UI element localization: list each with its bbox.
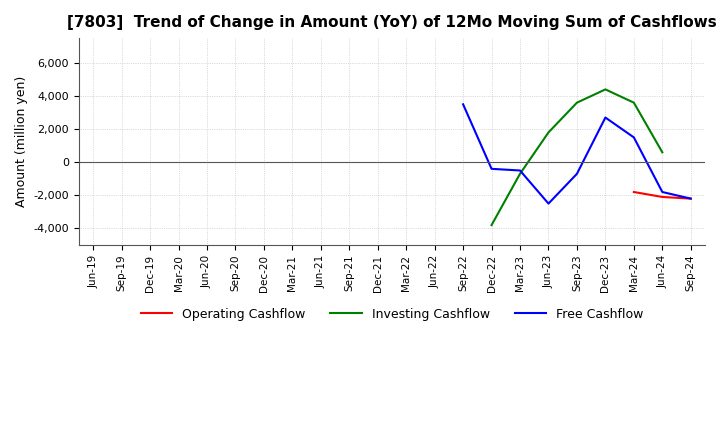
Operating Cashflow xyxy=(686,196,695,201)
Free Cashflow xyxy=(487,166,496,172)
Investing Cashflow xyxy=(658,150,667,155)
Operating Cashflow xyxy=(629,189,638,194)
Legend: Operating Cashflow, Investing Cashflow, Free Cashflow: Operating Cashflow, Investing Cashflow, … xyxy=(135,303,648,326)
Line: Operating Cashflow: Operating Cashflow xyxy=(435,46,690,238)
Investing Cashflow xyxy=(629,100,638,105)
Free Cashflow xyxy=(544,201,553,206)
Investing Cashflow xyxy=(487,223,496,228)
Title: [7803]  Trend of Change in Amount (YoY) of 12Mo Moving Sum of Cashflows: [7803] Trend of Change in Amount (YoY) o… xyxy=(67,15,717,30)
Free Cashflow xyxy=(601,115,610,120)
Free Cashflow xyxy=(459,102,467,107)
Operating Cashflow xyxy=(516,168,524,173)
Free Cashflow xyxy=(629,135,638,140)
Operating Cashflow xyxy=(431,44,439,49)
Investing Cashflow xyxy=(601,87,610,92)
Free Cashflow xyxy=(658,189,667,194)
Line: Free Cashflow: Free Cashflow xyxy=(463,104,690,204)
Investing Cashflow xyxy=(516,171,524,176)
Free Cashflow xyxy=(516,168,524,173)
Line: Investing Cashflow: Investing Cashflow xyxy=(492,89,662,225)
Investing Cashflow xyxy=(572,100,581,105)
Operating Cashflow xyxy=(572,236,581,241)
Y-axis label: Amount (million yen): Amount (million yen) xyxy=(15,76,28,207)
Free Cashflow xyxy=(572,171,581,176)
Free Cashflow xyxy=(686,196,695,201)
Operating Cashflow xyxy=(658,194,667,200)
Investing Cashflow xyxy=(544,130,553,135)
